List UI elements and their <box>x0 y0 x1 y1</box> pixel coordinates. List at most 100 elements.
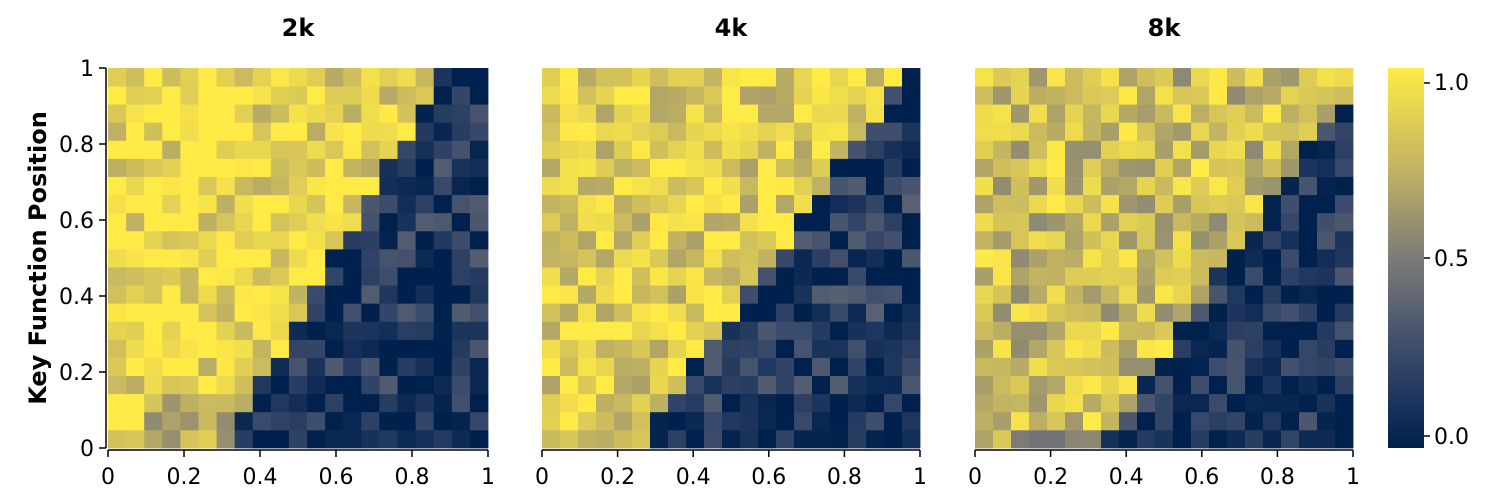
heatmap-cell <box>1065 122 1084 141</box>
heatmap-cell <box>902 339 921 358</box>
heatmap-cell <box>830 86 849 105</box>
heatmap-cell <box>542 140 561 159</box>
heatmap-cell <box>216 122 236 141</box>
heatmap-cell <box>1281 176 1300 196</box>
heatmap-cell <box>704 285 723 304</box>
heatmap-cell <box>993 411 1012 431</box>
heatmap-cell <box>686 68 705 87</box>
heatmap-cell <box>993 194 1012 214</box>
heatmap-cell <box>1299 267 1318 286</box>
heatmap-cell <box>234 429 254 449</box>
heatmap-cell <box>1065 285 1084 304</box>
heatmap-cell <box>433 339 453 358</box>
heatmap-cell <box>469 230 489 250</box>
heatmap-cell <box>1137 303 1156 322</box>
heatmap-cell <box>379 357 398 377</box>
heatmap-cell <box>144 411 163 431</box>
heatmap-cell <box>216 375 236 395</box>
heatmap-cell <box>1011 176 1030 196</box>
heatmap-cell <box>740 140 759 159</box>
heatmap-cell <box>1137 122 1156 141</box>
heatmap-cell <box>343 68 362 87</box>
heatmap-cell <box>415 68 435 87</box>
heatmap-cell <box>288 429 308 449</box>
heatmap-cell <box>325 303 344 322</box>
heatmap-cell <box>975 158 994 177</box>
heatmap-cell <box>325 393 344 413</box>
heatmap-cell <box>270 321 290 340</box>
heatmap-cell <box>704 158 723 177</box>
heatmap-cell <box>830 339 849 358</box>
heatmap-cell <box>270 104 290 123</box>
heatmap-cell <box>1047 339 1066 358</box>
heatmap-cell <box>1227 212 1246 232</box>
heatmap-cell <box>1191 411 1210 431</box>
heatmap-cell <box>866 122 885 141</box>
heatmap-cell <box>198 158 217 177</box>
heatmap-cell <box>433 357 453 377</box>
heatmap-cell <box>758 339 777 358</box>
heatmap-cell <box>379 285 398 304</box>
heatmap-cell <box>758 248 777 268</box>
heatmap-cell <box>578 230 597 250</box>
heatmap-cell <box>596 68 615 87</box>
heatmap-cell <box>343 411 362 431</box>
heatmap-cell <box>902 230 921 250</box>
heatmap-cell <box>1173 86 1192 105</box>
heatmap-cell <box>975 86 994 105</box>
heatmap-cell <box>361 339 380 358</box>
heatmap-cell <box>776 176 795 196</box>
heatmap-cell <box>397 194 417 214</box>
heatmap-cell <box>866 194 885 214</box>
heatmap-cell <box>1155 303 1174 322</box>
heatmap-cell <box>379 321 398 340</box>
heatmap-cell <box>1155 393 1174 413</box>
heatmap-cell <box>343 104 362 123</box>
heatmap-cell <box>108 104 127 123</box>
heatmap-cell <box>108 339 127 358</box>
heatmap-cell <box>1029 122 1048 141</box>
heatmap-cell <box>1317 429 1336 449</box>
heatmap-cell <box>1209 86 1228 105</box>
heatmap-cell <box>812 104 831 123</box>
heatmap-cell <box>415 429 435 449</box>
heatmap-cell <box>198 393 217 413</box>
heatmap-cell <box>108 303 127 322</box>
heatmap-cell <box>902 248 921 268</box>
heatmap-cell <box>758 140 777 159</box>
heatmap-cell <box>722 104 741 123</box>
heatmap-cell <box>1281 429 1300 449</box>
heatmap-cell <box>812 411 831 431</box>
heatmap-cell <box>288 375 308 395</box>
heatmap-cell <box>270 267 290 286</box>
heatmap-cell <box>722 303 741 322</box>
heatmap-cell <box>884 194 903 214</box>
heatmap-cell <box>307 158 326 177</box>
heatmap-cell <box>1209 411 1228 431</box>
heatmap-cell <box>884 212 903 232</box>
heatmap-cell <box>144 86 163 105</box>
heatmap-cell <box>830 68 849 87</box>
heatmap-cell <box>993 303 1012 322</box>
heatmap-cell <box>451 285 471 304</box>
heatmap-cell <box>415 104 435 123</box>
heatmap-cell <box>307 86 326 105</box>
x-tick-label: 0.6 <box>319 465 354 490</box>
heatmap-cell <box>1227 303 1246 322</box>
heatmap-cell <box>252 375 272 395</box>
heatmap-cell <box>1245 230 1264 250</box>
heatmap-cell <box>180 212 199 232</box>
heatmap-cell <box>288 104 308 123</box>
heatmap-cell <box>740 411 759 431</box>
heatmap-cell <box>451 212 471 232</box>
heatmap-cell <box>704 86 723 105</box>
heatmap-cell <box>108 86 127 105</box>
heatmap-cell <box>1101 104 1120 123</box>
heatmap-cell <box>1209 212 1228 232</box>
heatmap-cell <box>1317 321 1336 340</box>
heatmap-cell <box>866 303 885 322</box>
heatmap-cell <box>234 248 254 268</box>
heatmap-cell <box>1011 212 1030 232</box>
heatmap-cell <box>686 285 705 304</box>
heatmap-cell <box>451 140 471 159</box>
